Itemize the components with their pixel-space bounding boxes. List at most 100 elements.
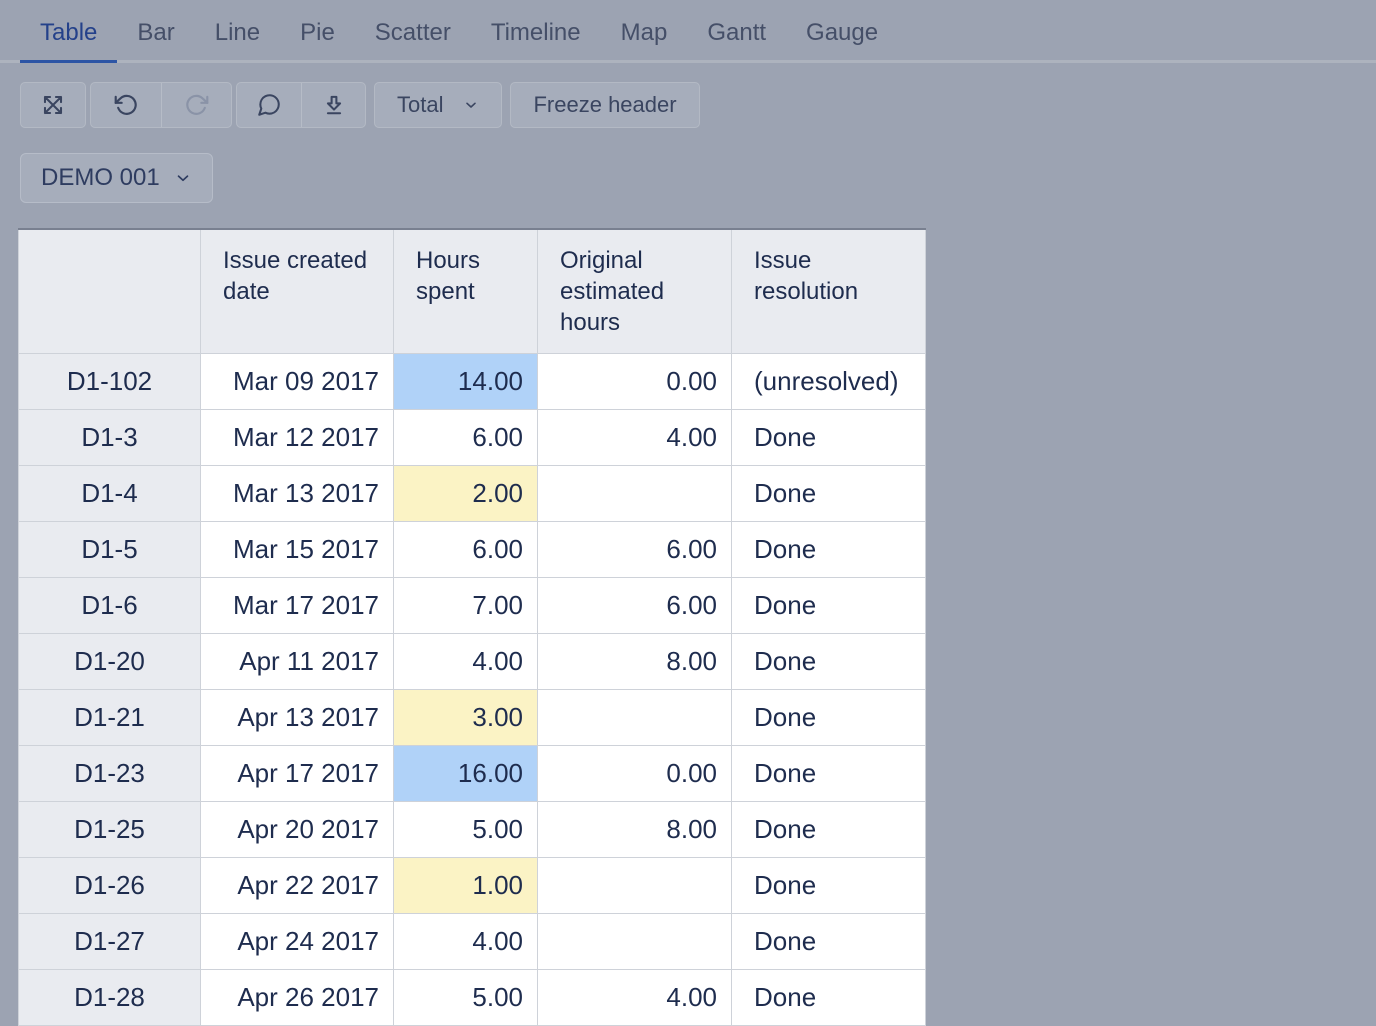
- resolution-cell: Done: [731, 688, 926, 746]
- download-arrow-icon: [326, 95, 341, 115]
- created-date-cell: Apr 20 2017: [200, 800, 394, 858]
- tab-timeline[interactable]: Timeline: [490, 19, 581, 46]
- issue-key-cell: D1-20: [18, 632, 201, 690]
- total-dropdown[interactable]: Total: [375, 83, 501, 127]
- freeze-header-label: Freeze header: [533, 92, 677, 117]
- hours-spent-cell: 7.00: [393, 576, 538, 634]
- hours-spent-cell: 4.00: [393, 912, 538, 970]
- created-date-cell: Mar 17 2017: [200, 576, 394, 634]
- freeze-header-group: Freeze header: [510, 82, 700, 128]
- chart-type-tabs: Table Bar Line Pie Scatter Timeline Map …: [0, 0, 1376, 63]
- column-header[interactable]: Issue created date: [200, 228, 394, 354]
- tab-line[interactable]: Line: [214, 19, 261, 46]
- chevron-down-icon: [177, 175, 189, 182]
- tab-scatter[interactable]: Scatter: [374, 19, 451, 46]
- table-row: D1-25 Apr 20 2017 5.00 8.00 Done: [18, 800, 926, 858]
- created-date-cell: Mar 15 2017: [200, 520, 394, 578]
- table-row: D1-102 Mar 09 2017 14.00 0.00 (unresolve…: [18, 352, 926, 410]
- table-row: D1-27 Apr 24 2017 4.00 Done: [18, 912, 926, 970]
- estimated-hours-cell: 6.00: [537, 576, 732, 634]
- estimated-hours-cell: 6.00: [537, 520, 732, 578]
- table-row: D1-3 Mar 12 2017 6.00 4.00 Done: [18, 408, 926, 466]
- resolution-cell: Done: [731, 856, 926, 914]
- column-header[interactable]: Hours spent: [393, 228, 538, 354]
- comment-export-group: [236, 82, 366, 128]
- estimated-hours-cell: [537, 856, 732, 914]
- issue-key-cell: D1-3: [18, 408, 201, 466]
- created-date-cell: Mar 09 2017: [200, 352, 394, 410]
- chevron-down-icon: [466, 102, 477, 108]
- comments-button[interactable]: [237, 83, 301, 127]
- total-label: Total: [397, 92, 444, 117]
- table-row: D1-6 Mar 17 2017 7.00 6.00 Done: [18, 576, 926, 634]
- resolution-cell: Done: [731, 464, 926, 522]
- table-row: D1-5 Mar 15 2017 6.00 6.00 Done: [18, 520, 926, 578]
- issue-key-cell: D1-28: [18, 968, 201, 1026]
- hours-spent-cell: 1.00: [393, 856, 538, 914]
- resolution-cell: Done: [731, 744, 926, 802]
- estimated-hours-cell: [537, 464, 732, 522]
- resolution-cell: Done: [731, 520, 926, 578]
- column-header[interactable]: Issue resolution: [731, 228, 926, 354]
- estimated-hours-cell: 0.00: [537, 744, 732, 802]
- column-header[interactable]: Original estimated hours: [537, 228, 732, 354]
- hours-spent-cell: 6.00: [393, 520, 538, 578]
- undo-button[interactable]: [91, 83, 161, 127]
- estimated-hours-cell: 4.00: [537, 968, 732, 1026]
- expand-arrows-icon: [43, 95, 63, 115]
- hours-spent-cell: 14.00: [393, 352, 538, 410]
- undo-redo-group: [90, 82, 232, 128]
- estimated-hours-cell: [537, 688, 732, 746]
- resolution-cell: Done: [731, 632, 926, 690]
- issue-key-cell: D1-6: [18, 576, 201, 634]
- speech-bubble-icon: [258, 94, 280, 116]
- table-row: D1-20 Apr 11 2017 4.00 8.00 Done: [18, 632, 926, 690]
- issue-key-cell: D1-23: [18, 744, 201, 802]
- created-date-cell: Apr 13 2017: [200, 688, 394, 746]
- issue-key-cell: D1-102: [18, 352, 201, 410]
- issue-key-cell: D1-25: [18, 800, 201, 858]
- resolution-cell: Done: [731, 408, 926, 466]
- table-row: D1-4 Mar 13 2017 2.00 Done: [18, 464, 926, 522]
- resolution-cell: Done: [731, 968, 926, 1026]
- column-header[interactable]: [18, 228, 201, 354]
- hours-spent-cell: 4.00: [393, 632, 538, 690]
- freeze-header-button[interactable]: Freeze header: [511, 83, 698, 127]
- issue-key-cell: D1-26: [18, 856, 201, 914]
- issue-key-cell: D1-5: [18, 520, 201, 578]
- resolution-cell: Done: [731, 800, 926, 858]
- total-group: Total: [374, 82, 503, 128]
- table-body: D1-102 Mar 09 2017 14.00 0.00 (unresolve…: [18, 352, 926, 1026]
- undo-icon: [114, 94, 137, 115]
- hours-spent-cell: 16.00: [393, 744, 538, 802]
- estimated-hours-cell: 4.00: [537, 408, 732, 466]
- resolution-cell: Done: [731, 576, 926, 634]
- hours-spent-cell: 5.00: [393, 968, 538, 1026]
- hours-spent-cell: 2.00: [393, 464, 538, 522]
- report-table: Issue created date Hours spent Original …: [18, 228, 926, 1026]
- tab-map[interactable]: Map: [620, 19, 668, 46]
- table-row: D1-21 Apr 13 2017 3.00 Done: [18, 688, 926, 746]
- tab-pie[interactable]: Pie: [300, 19, 335, 46]
- fullscreen-button[interactable]: [21, 83, 85, 127]
- created-date-cell: Mar 12 2017: [200, 408, 394, 466]
- created-date-cell: Apr 11 2017: [200, 632, 394, 690]
- tab-table[interactable]: Table: [20, 19, 118, 63]
- page-filter-dropdown[interactable]: DEMO 001: [20, 153, 213, 203]
- redo-button[interactable]: [161, 83, 231, 127]
- tab-gantt[interactable]: Gantt: [707, 19, 767, 46]
- issue-key-cell: D1-27: [18, 912, 201, 970]
- hours-spent-cell: 5.00: [393, 800, 538, 858]
- created-date-cell: Apr 24 2017: [200, 912, 394, 970]
- table-row: D1-28 Apr 26 2017 5.00 4.00 Done: [18, 968, 926, 1026]
- estimated-hours-cell: 0.00: [537, 352, 732, 410]
- tab-gauge[interactable]: Gauge: [806, 19, 879, 46]
- table-row: D1-26 Apr 22 2017 1.00 Done: [18, 856, 926, 914]
- fullscreen-group: [20, 82, 86, 128]
- tab-bar[interactable]: Bar: [137, 19, 175, 46]
- redo-icon: [185, 94, 208, 115]
- table-header: Issue created date Hours spent Original …: [18, 228, 926, 354]
- resolution-cell: Done: [731, 912, 926, 970]
- export-button[interactable]: [301, 83, 365, 127]
